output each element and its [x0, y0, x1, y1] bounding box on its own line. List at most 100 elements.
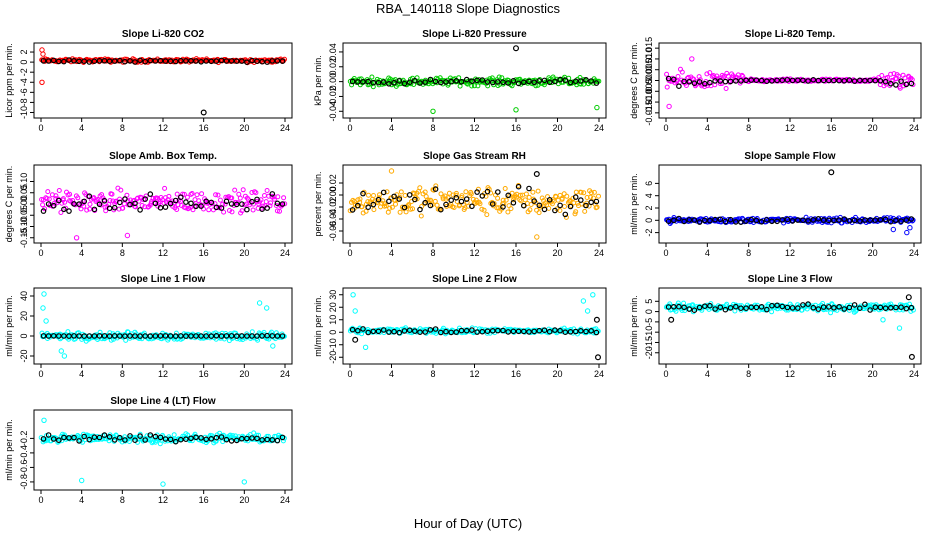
- data-point: [593, 329, 600, 336]
- data-point: [510, 78, 517, 84]
- panel-3: Slope Li-820 Temp. 0 4 8 12 16 20 24 -0.015-0.01…: [629, 29, 922, 133]
- data-point: [39, 197, 45, 202]
- y-axis-label: Licor ppm per min.: [4, 43, 14, 118]
- data-point: [274, 208, 280, 214]
- data-point: [469, 83, 475, 89]
- data-point: [106, 433, 113, 440]
- data-point: [167, 200, 174, 207]
- data-point: [185, 432, 191, 438]
- data-point: [841, 78, 848, 84]
- outlier-point: [79, 477, 85, 484]
- data-point: [815, 306, 822, 312]
- outlier-point: [908, 353, 915, 360]
- data-point: [448, 78, 455, 85]
- x-axis-label: Hour of Day (UTC): [413, 516, 523, 531]
- x-tick-label: 4: [705, 369, 710, 379]
- data-point: [479, 328, 486, 335]
- y-tick-label: -10: [644, 326, 654, 339]
- data-point: [254, 435, 260, 442]
- data-point: [453, 329, 460, 335]
- data-point: [738, 219, 744, 226]
- data-point: [183, 199, 189, 205]
- data-point: [86, 59, 93, 65]
- x-tick-label: 0: [38, 495, 43, 505]
- data-point: [55, 197, 62, 204]
- outlier-point: [350, 292, 356, 298]
- data-point: [406, 327, 413, 334]
- outlier-point: [594, 104, 600, 111]
- data-point: [386, 81, 392, 87]
- data-point: [846, 218, 853, 224]
- x-tick-label: 16: [826, 369, 836, 379]
- data-point: [417, 329, 423, 336]
- data-point: [233, 58, 240, 64]
- data-point: [875, 77, 881, 83]
- data-point: [360, 79, 366, 85]
- outlier-point: [160, 481, 166, 487]
- data-point: [391, 193, 397, 200]
- data-point: [65, 329, 71, 335]
- data-point: [573, 189, 579, 195]
- data-point: [262, 193, 267, 198]
- data-point: [66, 208, 72, 214]
- y-tick-label: 5: [644, 299, 654, 304]
- x-tick-label: 24: [909, 123, 919, 133]
- data-point: [142, 58, 149, 65]
- series-minute: [347, 292, 601, 350]
- data-point: [66, 333, 72, 339]
- data-point: [51, 200, 57, 206]
- data-point: [588, 190, 594, 196]
- outlier-point: [533, 171, 540, 178]
- data-point: [237, 195, 243, 201]
- data-point: [732, 303, 739, 310]
- data-point: [489, 79, 496, 86]
- data-point: [174, 207, 180, 212]
- data-point: [448, 329, 455, 336]
- data-point: [810, 217, 817, 223]
- data-point: [360, 190, 366, 197]
- panel-title: Slope Li-820 Pressure: [422, 29, 527, 40]
- series-hourly: [40, 332, 286, 339]
- data-point: [437, 79, 444, 86]
- data-point: [877, 78, 884, 84]
- data-point: [403, 209, 409, 215]
- data-point: [862, 301, 868, 308]
- x-tick-label: 20: [552, 123, 562, 133]
- data-point: [120, 205, 126, 211]
- panel-7: Slope Line 1 Flow 0 4 8 12 16 20 24 -20 0 20 40 ml/m…: [4, 274, 293, 379]
- data-point: [564, 193, 570, 199]
- data-point: [515, 328, 522, 335]
- data-point: [106, 205, 113, 212]
- data-point: [732, 219, 739, 225]
- x-tick-label: 24: [280, 123, 290, 133]
- data-point: [515, 80, 522, 87]
- data-point: [820, 304, 827, 310]
- data-point: [584, 195, 590, 200]
- data-point: [178, 57, 184, 64]
- data-point: [887, 80, 894, 87]
- data-point: [162, 436, 169, 442]
- y-tick-label: 30: [328, 290, 338, 300]
- data-point: [137, 57, 143, 64]
- y-tick-label: -0.6: [19, 460, 29, 476]
- data-point: [686, 79, 693, 85]
- data-point: [254, 333, 260, 339]
- x-tick-label: 0: [38, 123, 43, 133]
- data-point: [379, 200, 385, 206]
- data-point: [81, 333, 88, 339]
- data-point: [427, 76, 434, 83]
- data-point: [577, 197, 584, 203]
- outlier-point: [890, 226, 896, 233]
- data-point: [908, 216, 915, 222]
- data-point: [437, 329, 444, 336]
- data-point: [739, 72, 745, 78]
- data-point: [406, 202, 412, 208]
- data-point: [396, 329, 403, 336]
- y-tick-label: 10: [328, 315, 338, 325]
- data-point: [50, 436, 57, 442]
- data-point: [199, 191, 205, 197]
- y-tick-label: 0.10: [19, 173, 29, 191]
- data-point: [903, 217, 910, 223]
- data-point: [872, 77, 879, 84]
